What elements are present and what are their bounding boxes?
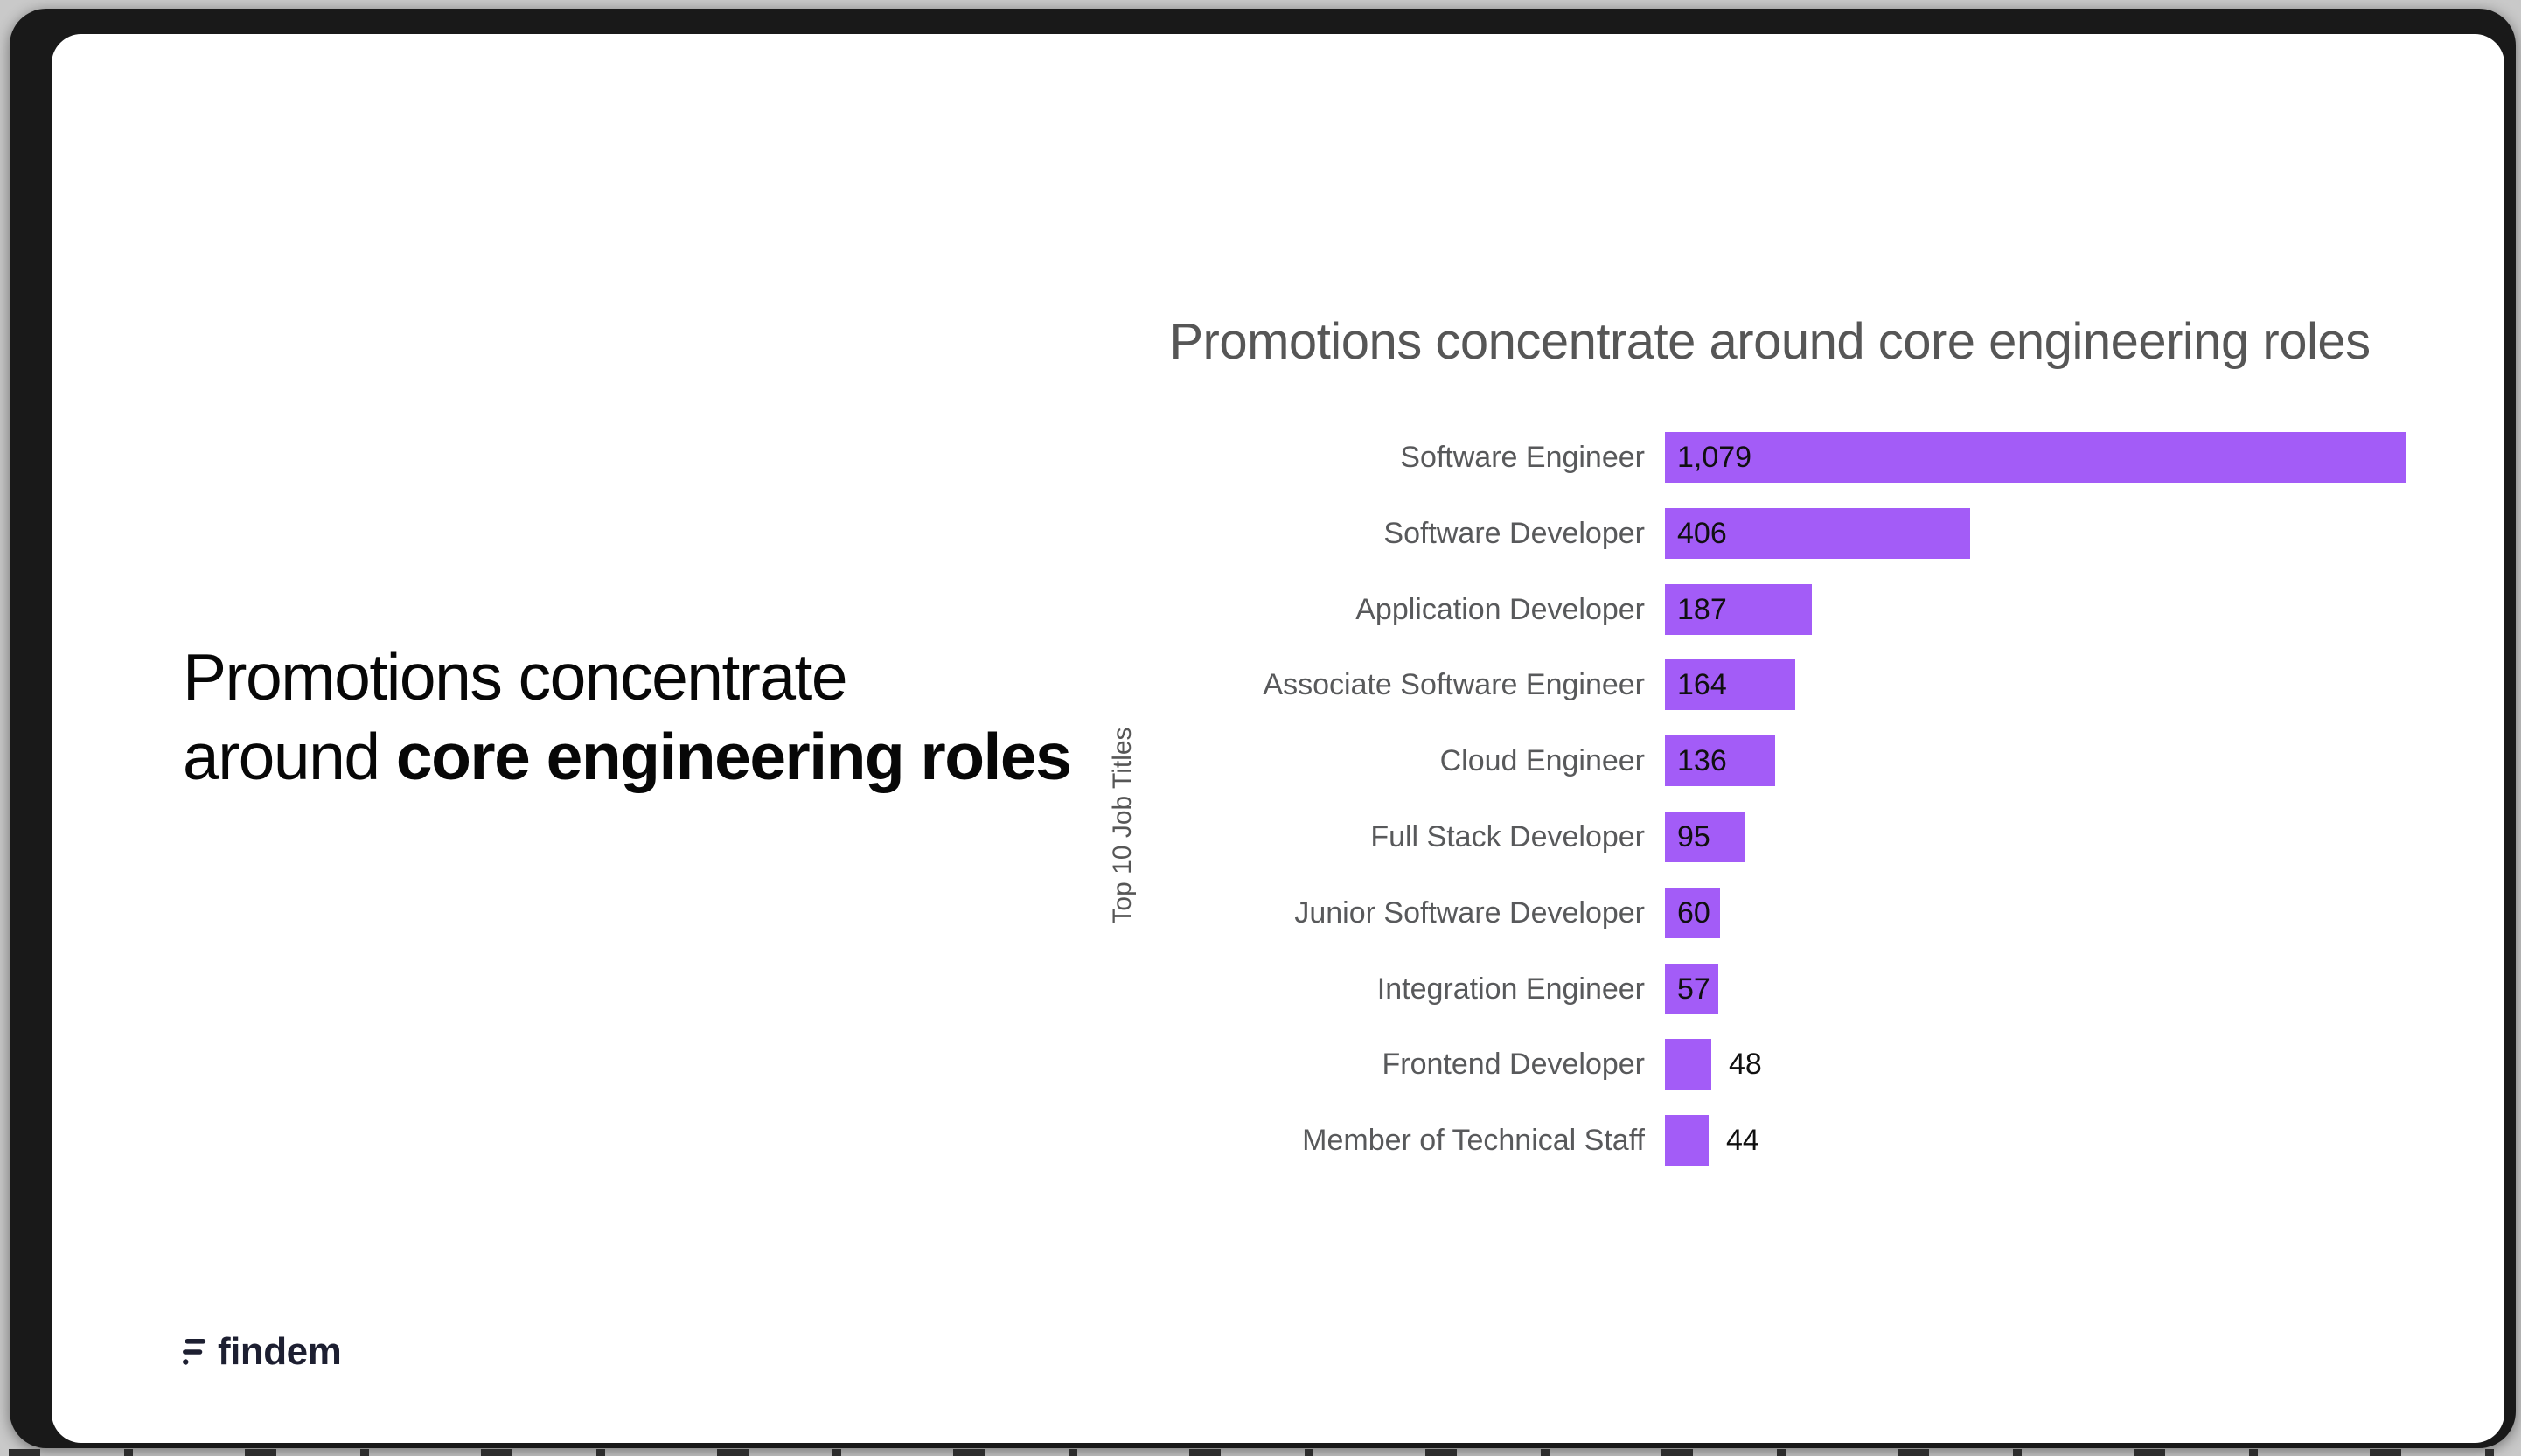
bar-category-label: Cloud Engineer xyxy=(1439,744,1645,778)
headline-line2: around core engineering roles xyxy=(183,717,1072,797)
bar xyxy=(1665,1115,1709,1167)
bar xyxy=(1665,507,1970,559)
bar-category-label: Member of Technical Staff xyxy=(1302,1124,1645,1158)
bar-category-label: Integration Engineer xyxy=(1376,972,1645,1006)
headline-line2-bold: core engineering roles xyxy=(395,720,1072,793)
bar-value-label: 187 xyxy=(1677,592,1727,626)
bar xyxy=(1665,887,1720,938)
slide-frame: Promotions concentrate around core engin… xyxy=(10,9,2516,1448)
slide-headline: Promotions concentrate around core engin… xyxy=(183,637,1072,797)
bar-category-label: Associate Software Engineer xyxy=(1263,668,1645,702)
cropped-content-fragments xyxy=(0,1449,2521,1456)
bar-value-label: 44 xyxy=(1726,1124,1759,1158)
bar-category-label: Software Engineer xyxy=(1400,441,1645,474)
findem-logo: findem xyxy=(183,1330,342,1373)
headline-line1: Promotions concentrate xyxy=(183,640,848,714)
bar xyxy=(1665,432,2406,483)
bar-category-label: Frontend Developer xyxy=(1382,1048,1645,1082)
bar xyxy=(1665,659,1795,711)
chart-title: Promotions concentrate around core engin… xyxy=(1169,313,2371,370)
bar xyxy=(1665,1039,1711,1090)
bar-value-label: 406 xyxy=(1677,516,1727,550)
bar xyxy=(1665,812,1745,862)
bar-value-label: 95 xyxy=(1677,820,1710,853)
bar-value-label: 164 xyxy=(1677,668,1727,702)
bar-value-label: 60 xyxy=(1677,895,1710,930)
bar-value-label: 1,079 xyxy=(1677,441,1752,474)
bar-value-label: 48 xyxy=(1729,1048,1762,1082)
bar-value-label: 57 xyxy=(1677,972,1710,1006)
bar-value-label: 136 xyxy=(1677,744,1727,778)
bar-category-label: Software Developer xyxy=(1383,516,1645,550)
findem-logo-text: findem xyxy=(218,1330,342,1373)
bar xyxy=(1665,735,1775,787)
bar-category-label: Full Stack Developer xyxy=(1370,820,1645,853)
bar xyxy=(1665,963,1718,1014)
findem-logo-icon xyxy=(183,1339,206,1365)
slide-card: Promotions concentrate around core engin… xyxy=(52,34,2504,1443)
bar xyxy=(1665,583,1812,635)
headline-line2-regular: around xyxy=(183,720,396,793)
bar-category-label: Application Developer xyxy=(1355,592,1645,626)
bar-category-label: Junior Software Developer xyxy=(1294,895,1645,930)
